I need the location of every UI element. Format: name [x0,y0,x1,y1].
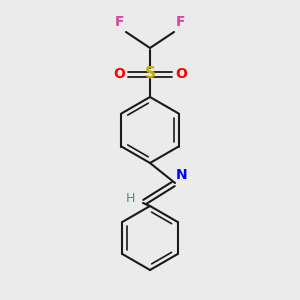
Text: N: N [176,168,188,182]
Text: O: O [113,67,125,81]
Text: H: H [126,193,135,206]
Text: F: F [115,15,124,29]
Text: O: O [175,67,187,81]
Text: F: F [176,15,185,29]
Text: S: S [145,67,155,82]
